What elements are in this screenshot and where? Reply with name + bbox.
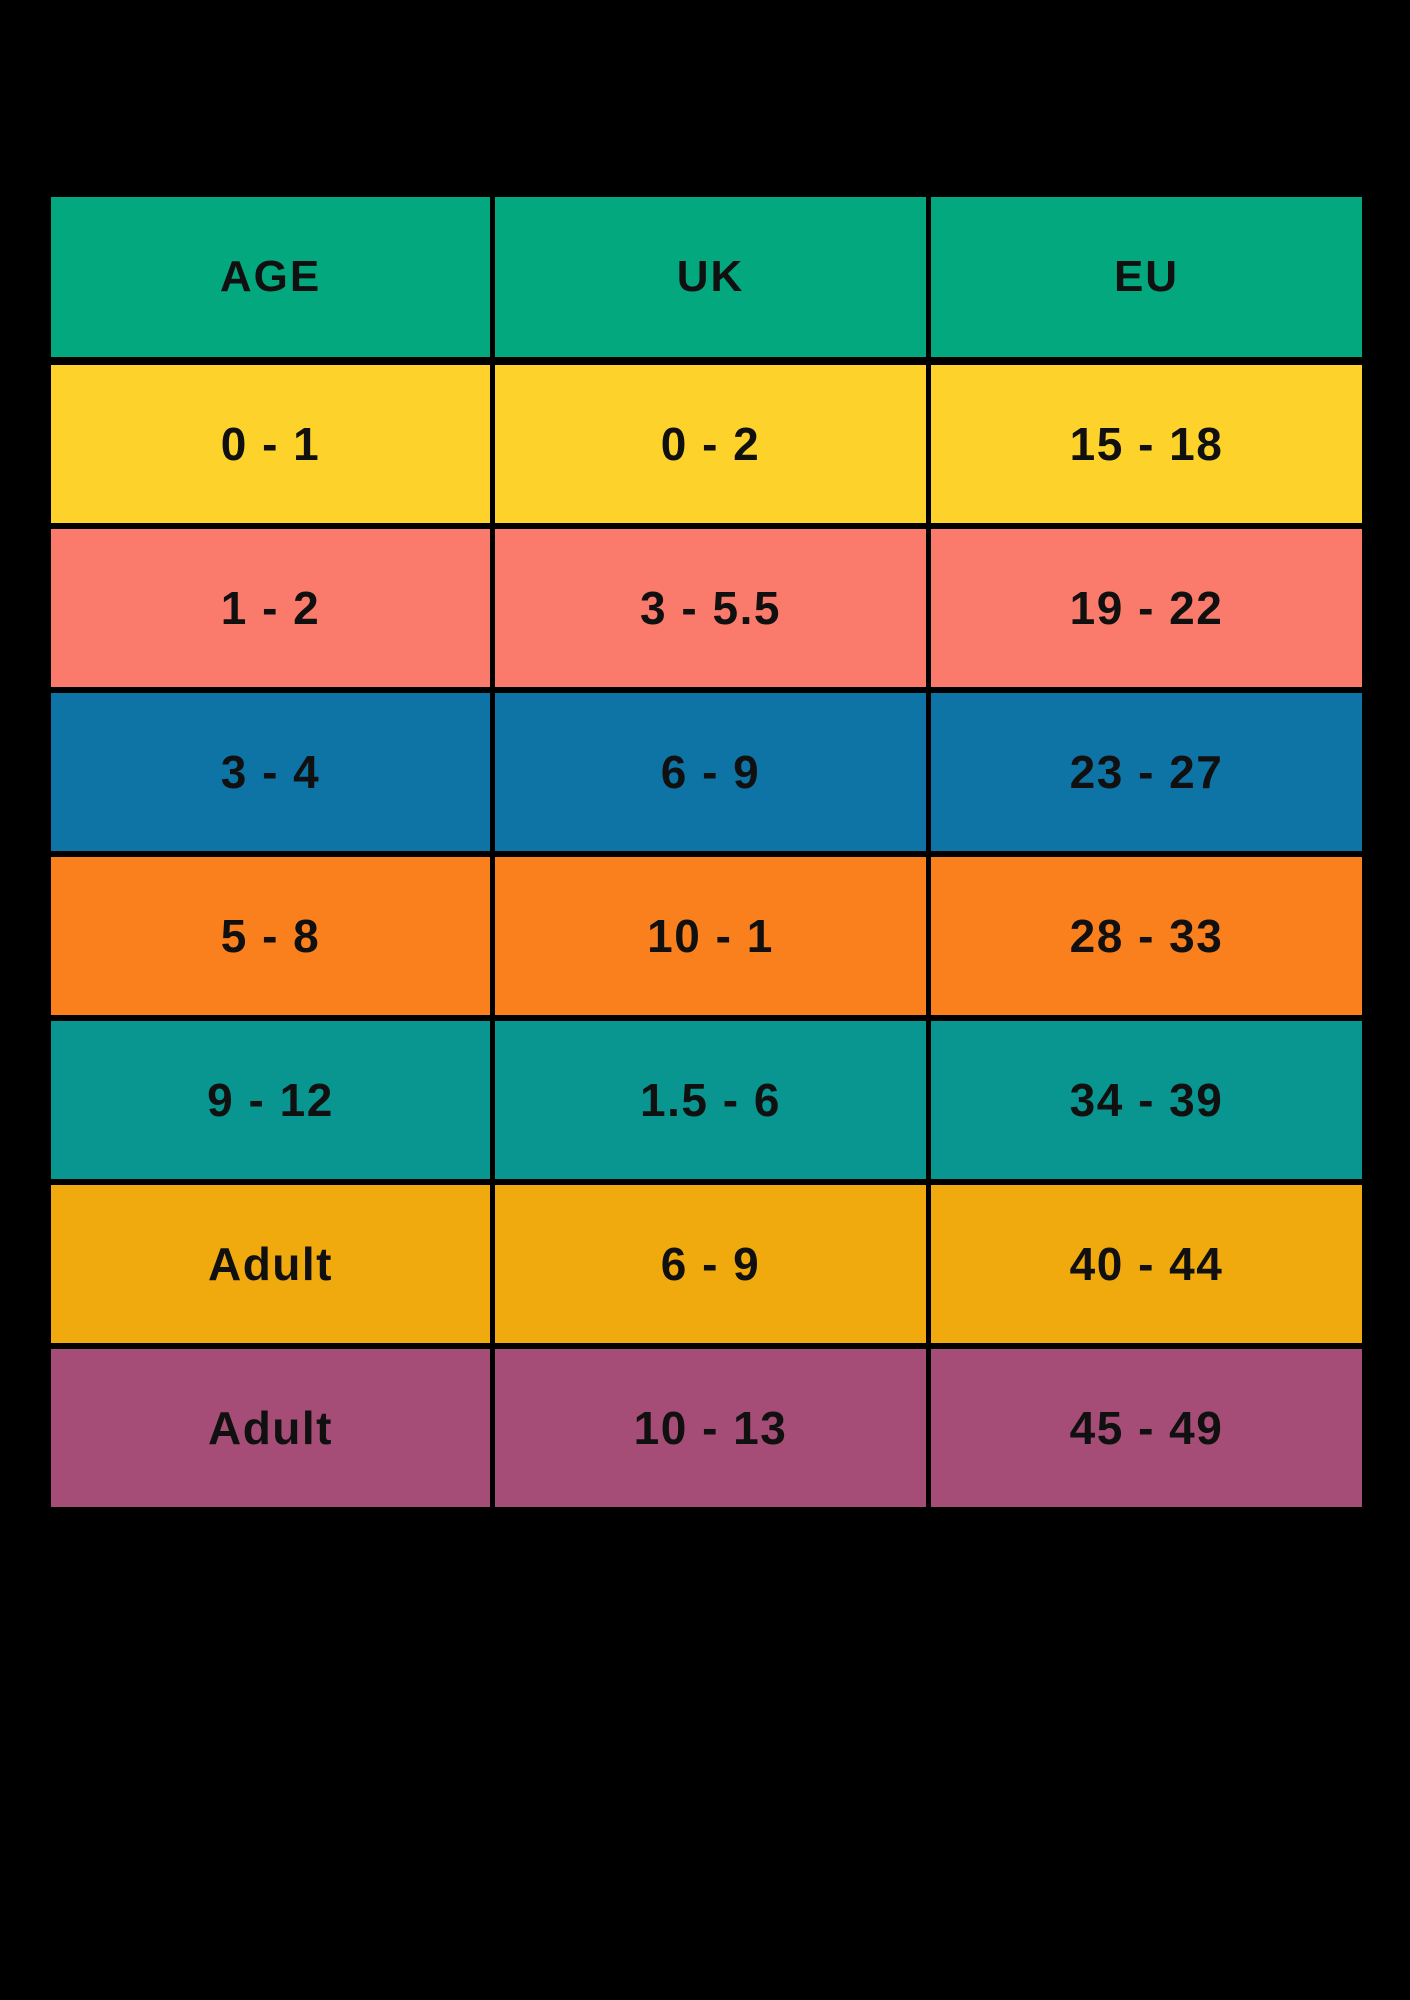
- cell-eu: 28 - 33: [931, 857, 1362, 1015]
- table-row: 9 - 12 1.5 - 6 34 - 39: [51, 1021, 1362, 1179]
- cell-eu: 45 - 49: [931, 1349, 1362, 1507]
- cell-eu: 40 - 44: [931, 1185, 1362, 1343]
- column-header-uk: UK: [495, 197, 926, 357]
- table-row: Adult 10 - 13 45 - 49: [51, 1349, 1362, 1507]
- column-header-age: AGE: [51, 197, 490, 357]
- table-header-row: AGE UK EU: [51, 197, 1362, 357]
- column-header-eu: EU: [931, 197, 1362, 357]
- cell-eu: 23 - 27: [931, 693, 1362, 851]
- cell-uk: 10 - 1: [495, 857, 926, 1015]
- table-row: 5 - 8 10 - 1 28 - 33: [51, 857, 1362, 1015]
- cell-age: Adult: [51, 1349, 490, 1507]
- cell-uk: 6 - 9: [495, 693, 926, 851]
- table-row: Adult 6 - 9 40 - 44: [51, 1185, 1362, 1343]
- cell-age: 1 - 2: [51, 529, 490, 687]
- cell-uk: 3 - 5.5: [495, 529, 926, 687]
- cell-age: 9 - 12: [51, 1021, 490, 1179]
- cell-age: 3 - 4: [51, 693, 490, 851]
- cell-eu: 34 - 39: [931, 1021, 1362, 1179]
- cell-uk: 6 - 9: [495, 1185, 926, 1343]
- cell-uk: 0 - 2: [495, 365, 926, 523]
- cell-uk: 1.5 - 6: [495, 1021, 926, 1179]
- cell-age: Adult: [51, 1185, 490, 1343]
- cell-eu: 15 - 18: [931, 365, 1362, 523]
- cell-age: 5 - 8: [51, 857, 490, 1015]
- cell-age: 0 - 1: [51, 365, 490, 523]
- cell-eu: 19 - 22: [931, 529, 1362, 687]
- cell-uk: 10 - 13: [495, 1349, 926, 1507]
